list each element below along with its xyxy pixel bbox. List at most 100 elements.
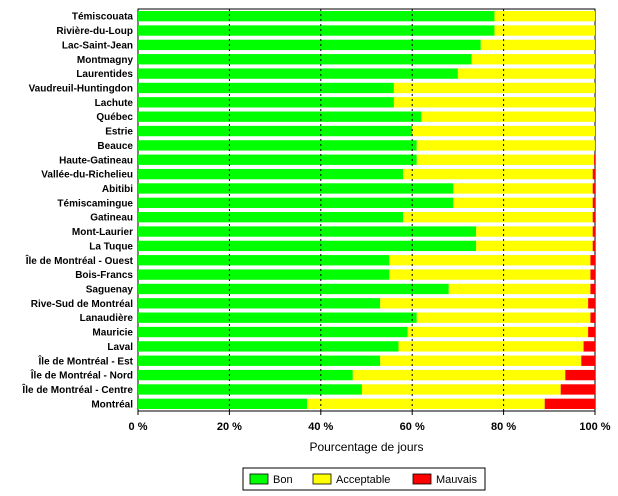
x-axis-title: Pourcentage de jours (309, 440, 423, 454)
category-label: Haute-Gatineau (59, 155, 133, 166)
category-label: Montréal (91, 399, 133, 410)
bar-segment-mauvais (592, 183, 595, 194)
category-label: Saguenay (86, 284, 134, 295)
bar-segment-mauvais (592, 168, 595, 180)
category-labels: Témiscouata Rivière-du-Loup Lac-Saint-Jean… (21, 12, 133, 411)
bar-segment-acceptable (361, 384, 561, 395)
category-label: Témiscamingue (57, 198, 133, 209)
bar-segment-mauvais (590, 269, 595, 280)
bar-segment-bon (138, 97, 394, 108)
category-label: Mauricie (92, 328, 133, 339)
legend-box (242, 467, 486, 491)
x-axis-ticks: 0 % 20 % 40 % 60 % 80 % 100 % (129, 411, 611, 433)
bar-segment-bon (138, 111, 422, 122)
bar-segment-acceptable (403, 212, 593, 223)
bar-segment-bon (138, 68, 458, 79)
bar-segment-mauvais (565, 369, 595, 381)
category-label: Rive-Sud de Montréal (31, 299, 133, 310)
bar-segment-bon (138, 212, 404, 223)
category-label: Estrie (105, 127, 133, 138)
bar-segment-acceptable (307, 398, 545, 409)
bar-segment-acceptable (380, 298, 589, 309)
x-tick-label: 20 % (217, 421, 242, 433)
bar-segment-bon (138, 54, 472, 65)
x-tick-label: 100 % (579, 421, 610, 433)
bar-segment-acceptable (480, 39, 595, 51)
bar-segment-acceptable (476, 226, 593, 237)
bar-segment-bon (138, 25, 495, 36)
bar-segment-mauvais (588, 298, 595, 309)
bar-segment-acceptable (393, 82, 595, 94)
category-label: Québec (96, 112, 133, 123)
bar-segment-mauvais (581, 355, 595, 366)
bar-segment-acceptable (407, 326, 589, 338)
bar-segment-bon (138, 369, 353, 381)
legend-label-acceptable: Acceptable (336, 474, 390, 486)
bar-segment-bon (138, 312, 417, 323)
legend-swatch-mauvais (412, 473, 432, 485)
bar-segment-bon (138, 341, 399, 352)
category-label: Vallée-du-Richelieu (41, 170, 133, 181)
category-label: Lachute (95, 98, 134, 109)
category-label: Abitibi (102, 184, 133, 195)
bar-segment-bon (138, 283, 449, 295)
category-label: La Tuque (89, 241, 133, 252)
category-label: Montmagny (77, 55, 134, 66)
bar-segment-acceptable (416, 312, 591, 323)
bar-segment-bon (138, 226, 477, 237)
category-label: Lanaudière (80, 313, 134, 324)
bar-segment-bon (138, 82, 394, 94)
x-tick-label: 0 % (129, 421, 148, 433)
bar-segment-acceptable (416, 154, 595, 165)
category-label: Bois-Francs (75, 270, 133, 281)
bar-segment-bon (138, 240, 477, 252)
category-label: Île de Montréal - Nord (30, 369, 133, 382)
category-label: Île de Montréal - Ouest (25, 254, 134, 267)
bar-segment-bon (138, 298, 381, 309)
legend-swatch-bon (249, 473, 269, 485)
category-label: Beauce (97, 141, 133, 152)
bar-segment-mauvais (592, 212, 595, 223)
bar-segment-acceptable (494, 25, 595, 36)
bar-segment-acceptable (457, 68, 595, 79)
bar-segment-acceptable (352, 369, 566, 381)
category-label: Laurentides (76, 69, 133, 80)
bar-segment-acceptable (389, 269, 591, 280)
x-tick-label: 40 % (308, 421, 333, 433)
bar-segment-acceptable (453, 197, 593, 208)
bar-segment-mauvais (592, 240, 595, 252)
legend-label-bon: Bon (273, 474, 293, 486)
category-label: Mont-Laurier (72, 227, 133, 238)
bars (138, 11, 595, 409)
bar-segment-acceptable (398, 341, 584, 352)
bar-segment-mauvais (544, 398, 595, 409)
x-tick-label: 60 % (400, 421, 425, 433)
bar-segment-bon (138, 125, 413, 137)
category-label: Rivière-du-Loup (56, 26, 133, 37)
bar-segment-mauvais (590, 255, 595, 266)
bar-segment-bon (138, 140, 417, 151)
bar-segment-mauvais (592, 226, 595, 237)
category-label: Laval (107, 342, 133, 353)
legend-swatch-acceptable (312, 473, 332, 485)
bar-segment-bon (138, 355, 381, 366)
x-tick-label: 80 % (491, 421, 516, 433)
bar-segment-acceptable (416, 140, 595, 151)
bar-segment-mauvais (590, 283, 595, 295)
bar-segment-bon (138, 39, 481, 51)
bar-segment-acceptable (380, 355, 582, 366)
bar-segment-acceptable (453, 183, 593, 194)
bar-segment-mauvais (590, 312, 595, 323)
bar-segment-acceptable (476, 240, 593, 252)
bar-segment-acceptable (421, 111, 595, 122)
category-label: Île de Montréal - Centre (21, 383, 133, 396)
bar-segment-bon (138, 183, 454, 194)
legend: Bon Acceptable Mauvais (242, 467, 486, 491)
category-label: Lac-Saint-Jean (62, 40, 133, 51)
bar-segment-bon (138, 197, 454, 208)
bar-segment-mauvais (588, 326, 595, 338)
bar-segment-acceptable (403, 168, 593, 180)
bar-segment-mauvais (560, 384, 595, 395)
bar-segment-bon (138, 384, 362, 395)
